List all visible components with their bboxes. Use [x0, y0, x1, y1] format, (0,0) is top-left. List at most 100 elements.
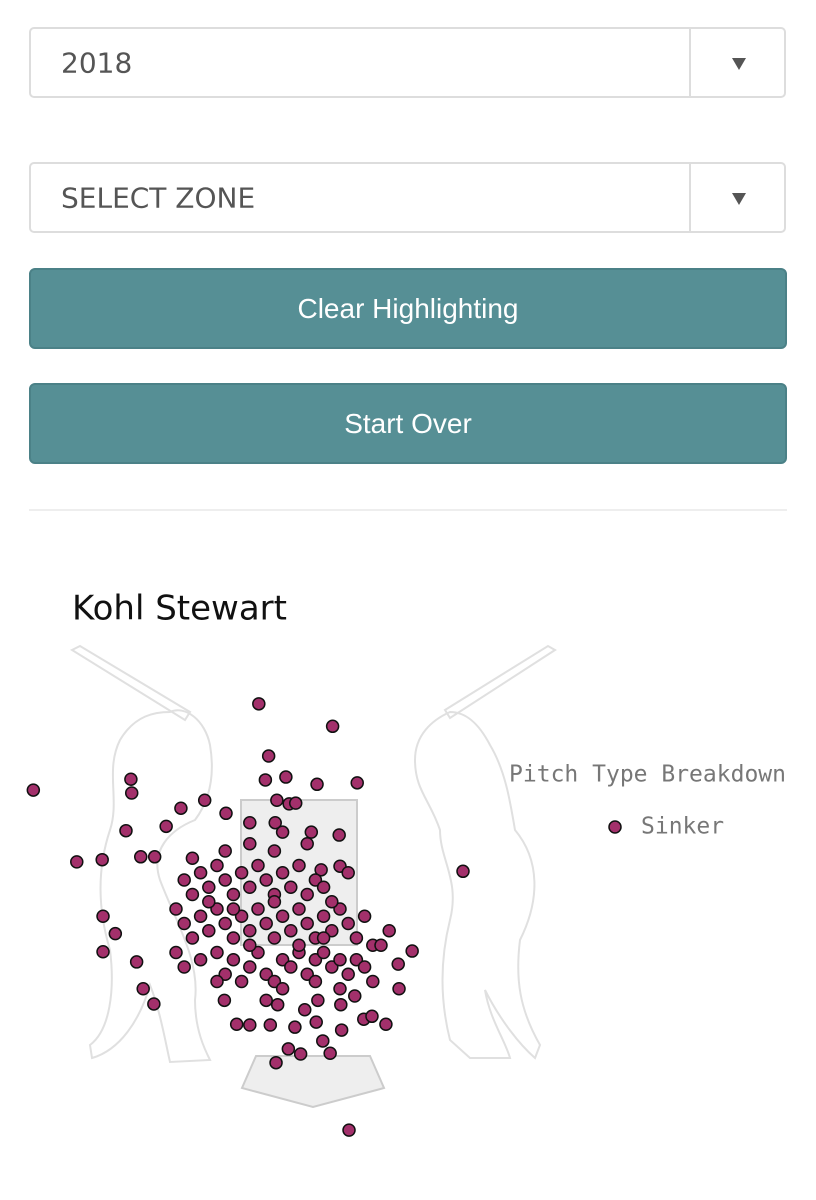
- pitch-dot: [234, 866, 249, 880]
- pitch-dot: [279, 770, 293, 784]
- pitch-dot: [229, 1017, 244, 1032]
- zone-value: SELECT ZONE: [61, 181, 256, 214]
- pitch-dot: [193, 866, 208, 880]
- pitch-dot: [210, 858, 224, 873]
- pitch-dot: [275, 982, 290, 996]
- pitch-dot: [382, 924, 396, 938]
- pitch-dot: [341, 866, 355, 880]
- pitch-dot: [226, 887, 241, 902]
- pitch-dot: [169, 945, 183, 960]
- season-select[interactable]: 2018: [29, 27, 786, 98]
- pitch-dot: [357, 909, 372, 923]
- pitch-dot: [197, 793, 212, 807]
- pitch-dot: [292, 858, 306, 873]
- pitch-dot: [243, 815, 257, 830]
- pitch-dot: [332, 828, 346, 842]
- pitch-dot: [348, 989, 362, 1003]
- pitch-dot: [263, 1018, 278, 1032]
- pitch-dot: [316, 931, 331, 945]
- season-value: 2018: [61, 46, 133, 79]
- pitch-dot: [243, 960, 257, 974]
- pitch-dot: [226, 931, 241, 945]
- pitch-dot: [349, 931, 364, 945]
- pitch-dot: [300, 887, 314, 902]
- pitch-dot: [210, 974, 224, 989]
- pitch-dot: [243, 924, 257, 938]
- pitch-dot: [177, 916, 191, 931]
- pitch-dot: [333, 953, 347, 967]
- pitch-dot: [193, 909, 208, 923]
- zone-select[interactable]: SELECT ZONE: [29, 162, 786, 233]
- pitch-dot: [226, 902, 241, 916]
- pitch-dot: [169, 902, 183, 916]
- pitch-dot: [267, 895, 282, 909]
- pitch-dot: [366, 974, 380, 989]
- pitch-dot: [251, 902, 265, 916]
- pitch-dot: [147, 850, 162, 864]
- pitch-dot: [202, 880, 216, 894]
- divider: [689, 29, 691, 96]
- pitch-dot: [334, 1023, 349, 1037]
- pitch-dot: [96, 909, 110, 923]
- pitch-dot: [297, 1003, 312, 1017]
- pitch-dot: [281, 1042, 296, 1056]
- pitch-dot: [96, 945, 110, 959]
- pitch-dot: [258, 773, 273, 787]
- pitch-dot: [269, 1055, 283, 1070]
- dropdown-arrow: [732, 58, 746, 70]
- pitch-dot: [270, 997, 285, 1012]
- pitch-dot: [275, 825, 290, 839]
- pitch-dot: [311, 993, 325, 1008]
- pitch-dot: [341, 916, 355, 931]
- pitch-dot: [259, 993, 273, 1008]
- pitch-dot: [392, 982, 406, 996]
- pitch-dot: [365, 1009, 379, 1024]
- start-over-button[interactable]: Start Over: [29, 383, 787, 464]
- pitch-dot: [177, 960, 191, 974]
- pitch-dot: [292, 902, 306, 916]
- pitch-dot: [185, 851, 200, 865]
- pitch-dot: [202, 924, 216, 938]
- pitch-dot: [243, 880, 257, 894]
- pitch-dot: [108, 926, 123, 941]
- pitch-dot: [275, 866, 290, 880]
- pitch-dot: [218, 844, 232, 858]
- pitch-dot: [129, 955, 144, 969]
- pitch-dot: [124, 786, 139, 800]
- pitch-dot: [391, 957, 405, 971]
- pitch-dot: [226, 953, 241, 967]
- pitch-dot: [259, 916, 273, 931]
- pitch-dot: [243, 837, 257, 851]
- pitch-dot: [342, 1123, 356, 1137]
- pitch-dot: [300, 916, 314, 931]
- pitch-dot: [357, 960, 372, 974]
- pitch-dot: [284, 880, 298, 894]
- pitch-dot: [159, 819, 173, 834]
- pitch-dot: [334, 997, 348, 1012]
- pitch-dot: [284, 960, 298, 974]
- pitch-dot: [293, 1047, 308, 1061]
- pitch-dot: [70, 855, 84, 869]
- pitch-dot: [243, 938, 257, 952]
- home-plate: [240, 1055, 386, 1109]
- pitch-dot: [193, 953, 208, 967]
- legend-label: Sinker: [641, 814, 724, 840]
- pitch-dot: [300, 837, 314, 851]
- clear-highlighting-button[interactable]: Clear Highlighting: [29, 268, 787, 349]
- pitch-dot: [292, 938, 306, 952]
- pitch-dot: [119, 823, 133, 838]
- pitch-dot: [268, 815, 282, 830]
- pitch-dot: [185, 931, 200, 945]
- pitch-dot: [133, 850, 148, 864]
- pitch-dot: [136, 982, 150, 996]
- pitch-dot: [251, 858, 265, 873]
- pitch-dot: [288, 1020, 302, 1034]
- pitch-dot: [26, 783, 41, 797]
- pitch-dot: [288, 796, 303, 810]
- pitch-dot: [323, 1046, 337, 1061]
- pitch-dot: [147, 997, 161, 1011]
- batter-silhouettes: [69, 644, 557, 1064]
- pitch-dot: [252, 697, 266, 711]
